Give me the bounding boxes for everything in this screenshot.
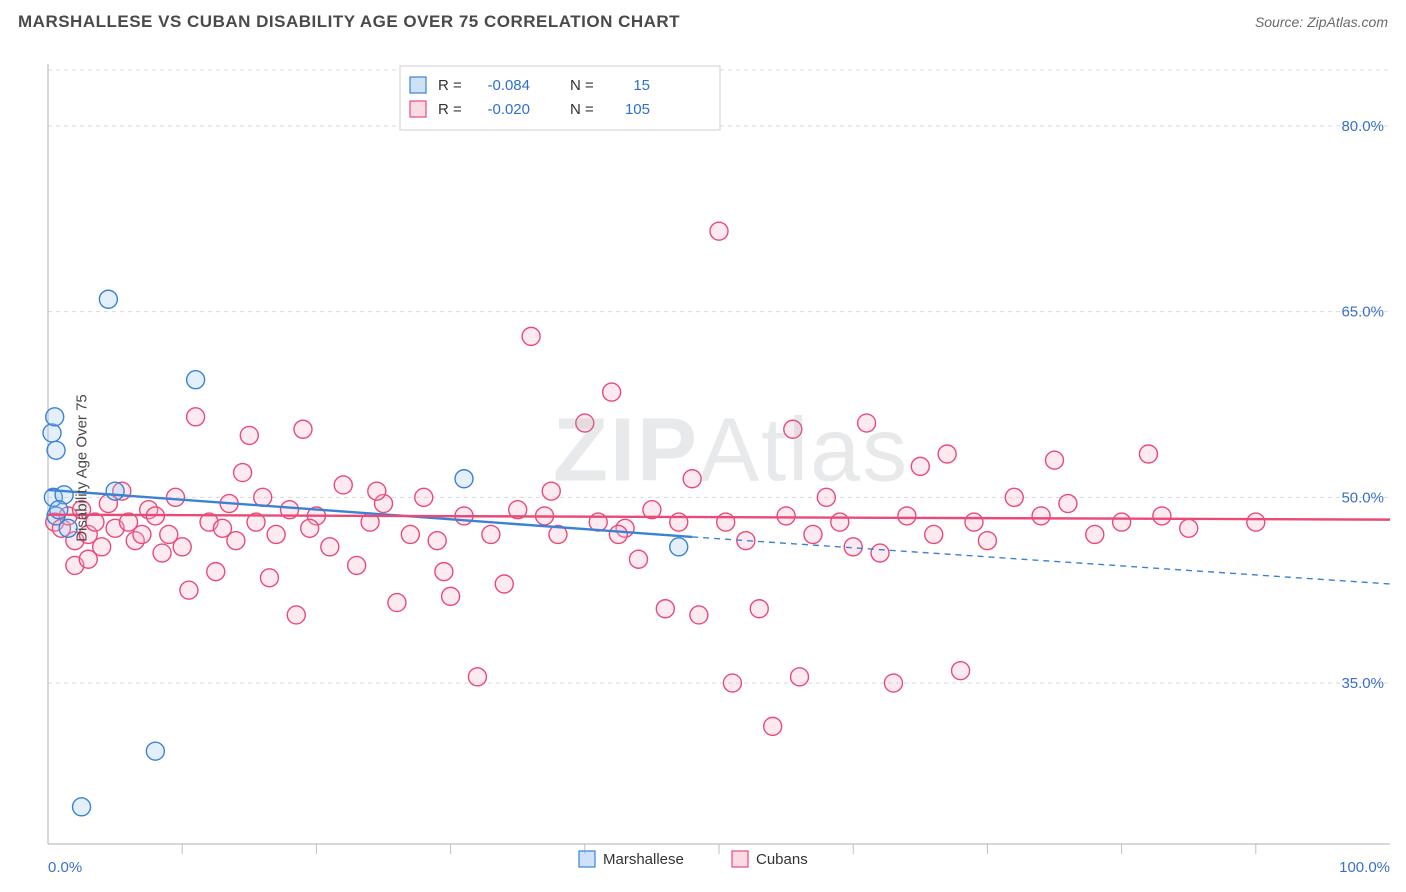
svg-text:-0.084: -0.084 bbox=[487, 77, 530, 94]
svg-text:N =: N = bbox=[570, 77, 594, 94]
svg-text:-0.020: -0.020 bbox=[487, 101, 530, 118]
chart-area: Disability Age Over 75 ZIPAtlas 35.0%50.… bbox=[0, 44, 1406, 892]
svg-text:R =: R = bbox=[438, 101, 462, 118]
chart-title: MARSHALLESE VS CUBAN DISABILITY AGE OVER… bbox=[18, 12, 680, 32]
svg-text:Cubans: Cubans bbox=[756, 851, 808, 868]
source-attribution: Source: ZipAtlas.com bbox=[1255, 14, 1388, 30]
svg-text:100.0%: 100.0% bbox=[1339, 859, 1390, 876]
svg-text:15: 15 bbox=[633, 77, 650, 94]
svg-text:35.0%: 35.0% bbox=[1341, 675, 1384, 692]
y-axis-label: Disability Age Over 75 bbox=[73, 394, 90, 542]
svg-text:N =: N = bbox=[570, 101, 594, 118]
svg-text:50.0%: 50.0% bbox=[1341, 489, 1384, 506]
svg-text:80.0%: 80.0% bbox=[1341, 118, 1384, 135]
scatter-chart: 35.0% 50.0% 65.0% 80.0% 0.0% 100.0% R = -0.084 N… bbox=[0, 44, 1406, 892]
svg-text:0.0%: 0.0% bbox=[48, 859, 82, 876]
svg-text:105: 105 bbox=[625, 101, 650, 118]
svg-text:R =: R = bbox=[438, 77, 462, 94]
svg-text:65.0%: 65.0% bbox=[1341, 304, 1384, 321]
svg-text:Marshallese: Marshallese bbox=[603, 851, 684, 868]
